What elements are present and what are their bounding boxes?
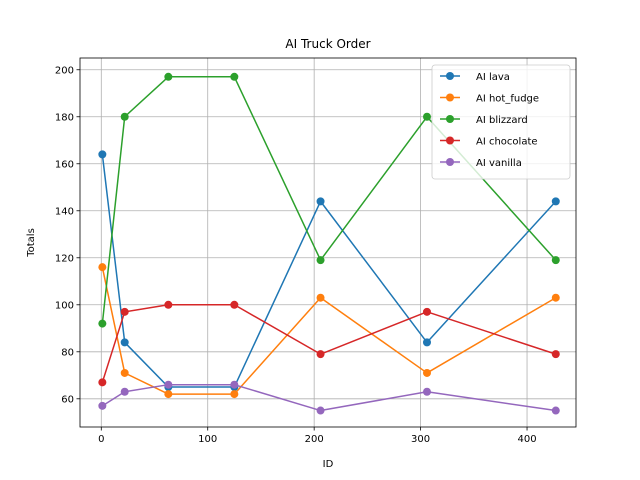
- data-point: [316, 406, 325, 415]
- legend-label: AI chocolate: [476, 137, 538, 148]
- data-point: [230, 300, 239, 309]
- data-point: [164, 380, 173, 389]
- legend-marker: [446, 93, 454, 102]
- legend-label: AI blizzard: [476, 115, 528, 126]
- data-point: [230, 380, 239, 389]
- data-point: [316, 197, 325, 206]
- legend-label: AI lava: [476, 72, 510, 83]
- x-tick-label: 200: [305, 434, 324, 445]
- legend-marker: [446, 158, 454, 166]
- x-tick-label: 300: [411, 434, 430, 445]
- data-point: [422, 338, 431, 347]
- data-point: [164, 72, 173, 81]
- y-tick-label: 60: [61, 394, 74, 405]
- x-tick-label: 400: [517, 434, 536, 445]
- series-points: [98, 72, 560, 415]
- data-point: [551, 293, 560, 302]
- legend-box: [431, 64, 571, 180]
- legend-marker: [446, 115, 454, 123]
- data-point: [120, 112, 129, 121]
- legend-marker: [446, 136, 454, 145]
- x-tick-label: 0: [98, 434, 104, 445]
- data-point: [422, 387, 431, 396]
- data-point: [98, 401, 107, 410]
- data-point: [422, 307, 431, 316]
- y-tick-label: 140: [55, 206, 74, 217]
- data-point: [422, 112, 431, 121]
- data-point: [551, 197, 560, 206]
- y-tick-label: 100: [55, 300, 74, 311]
- data-point: [98, 150, 107, 159]
- data-point: [316, 350, 325, 359]
- data-point: [230, 72, 239, 81]
- y-tick-label: 180: [55, 112, 74, 123]
- x-axis-ticks: 0 100 200 300 400: [98, 427, 537, 445]
- data-point: [120, 368, 129, 377]
- data-point: [164, 300, 173, 309]
- data-point: [230, 390, 239, 399]
- plot-area-frame: [79, 57, 577, 428]
- data-point: [98, 319, 107, 328]
- y-tick-label: 200: [55, 65, 74, 76]
- data-point: [551, 350, 560, 359]
- data-point: [164, 390, 173, 399]
- data-point: [551, 406, 560, 415]
- legend-marker: [446, 72, 454, 80]
- data-point: [120, 338, 129, 347]
- chart-title: AI Truck Order: [285, 37, 370, 51]
- y-tick-label: 120: [55, 253, 74, 264]
- legend: AI lava AI hot_fudge AI blizzard AI chocola…: [431, 64, 571, 180]
- y-tick-label: 160: [55, 159, 74, 170]
- legend-label: AI hot_fudge: [476, 94, 539, 105]
- y-axis-ticks: 60 80 100 120 140 160 180 200: [55, 65, 80, 405]
- data-point: [316, 256, 325, 265]
- data-point: [316, 293, 325, 302]
- x-axis-label: ID: [323, 459, 334, 470]
- data-point: [422, 368, 431, 377]
- data-point: [98, 263, 107, 272]
- y-axis-label: Totals: [26, 228, 37, 258]
- legend-label: AI vanilla: [476, 158, 522, 169]
- data-point: [551, 256, 560, 265]
- x-tick-label: 100: [198, 434, 217, 445]
- data-point: [98, 378, 107, 387]
- data-point: [120, 387, 129, 396]
- y-tick-label: 80: [61, 347, 74, 358]
- data-point: [120, 307, 129, 316]
